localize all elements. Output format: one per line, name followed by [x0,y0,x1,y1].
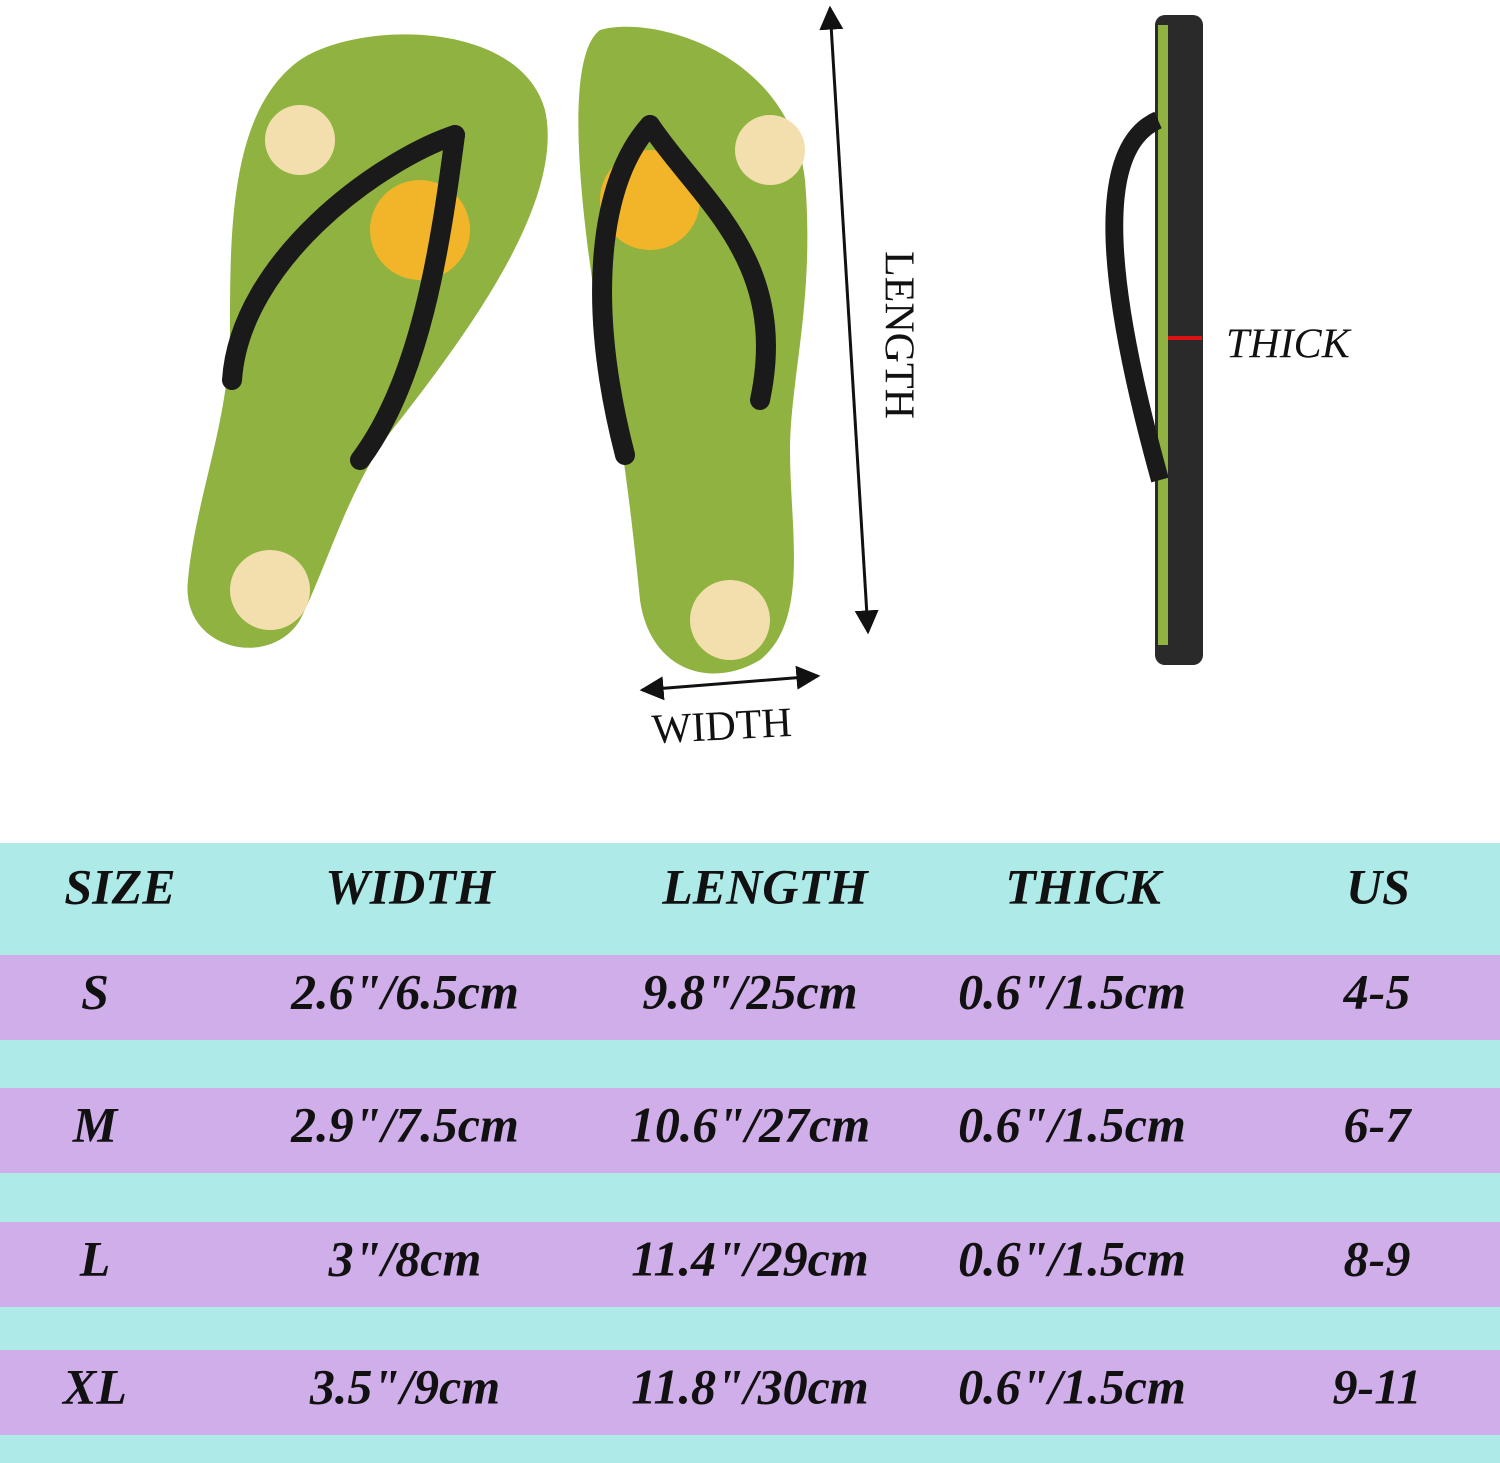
table-cell: 9.8"/25cm [642,963,857,1019]
table-cell: 2.9"/7.5cm [290,1096,519,1152]
sandal-side [1105,15,1203,665]
row-band [0,1222,1500,1307]
header-cell: THICK [1005,858,1164,914]
table-cell: 11.8"/30cm [631,1358,868,1414]
table-cell: 10.6"/27cm [630,1096,870,1152]
table-cell: 0.6"/1.5cm [958,1358,1186,1414]
table-cell: 8-9 [1344,1230,1411,1286]
thick-label: THICK [1226,322,1352,368]
table-cell: 11.4"/29cm [631,1230,868,1286]
header-cell: SIZE [64,858,175,914]
table-cell: 6-7 [1344,1096,1413,1152]
header-cell: LENGTH [661,858,870,914]
length-label: LENGTH [875,251,921,419]
size-table: SIZE WIDTH LENGTH THICK US S 2.6"/6.5cm 9.8"/25… [0,843,1500,1463]
table-cell: S [81,963,109,1019]
table-cell: 4-5 [1343,963,1411,1019]
width-label: WIDTH [651,700,793,753]
header-cell: WIDTH [325,858,497,914]
table-cell: 9-11 [1333,1358,1422,1414]
table-cell: 3.5"/9cm [309,1358,500,1414]
row-band [0,1088,1500,1173]
table-cell: L [79,1230,111,1286]
header-cell: US [1346,858,1410,914]
sandal-left [187,34,548,648]
table-cell: 0.6"/1.5cm [958,963,1186,1019]
table-cell: 3"/8cm [328,1230,482,1286]
sandal-right [578,26,808,674]
row-band [0,1350,1500,1435]
table-cell: 2.6"/6.5cm [290,963,519,1019]
table-cell: 0.6"/1.5cm [958,1230,1186,1286]
table-cell: M [72,1096,119,1152]
row-band [0,955,1500,1040]
length-arrow [819,5,879,635]
table-cell: 0.6"/1.5cm [958,1096,1186,1152]
table-cell: XL [61,1358,127,1414]
width-arrow [639,665,821,701]
